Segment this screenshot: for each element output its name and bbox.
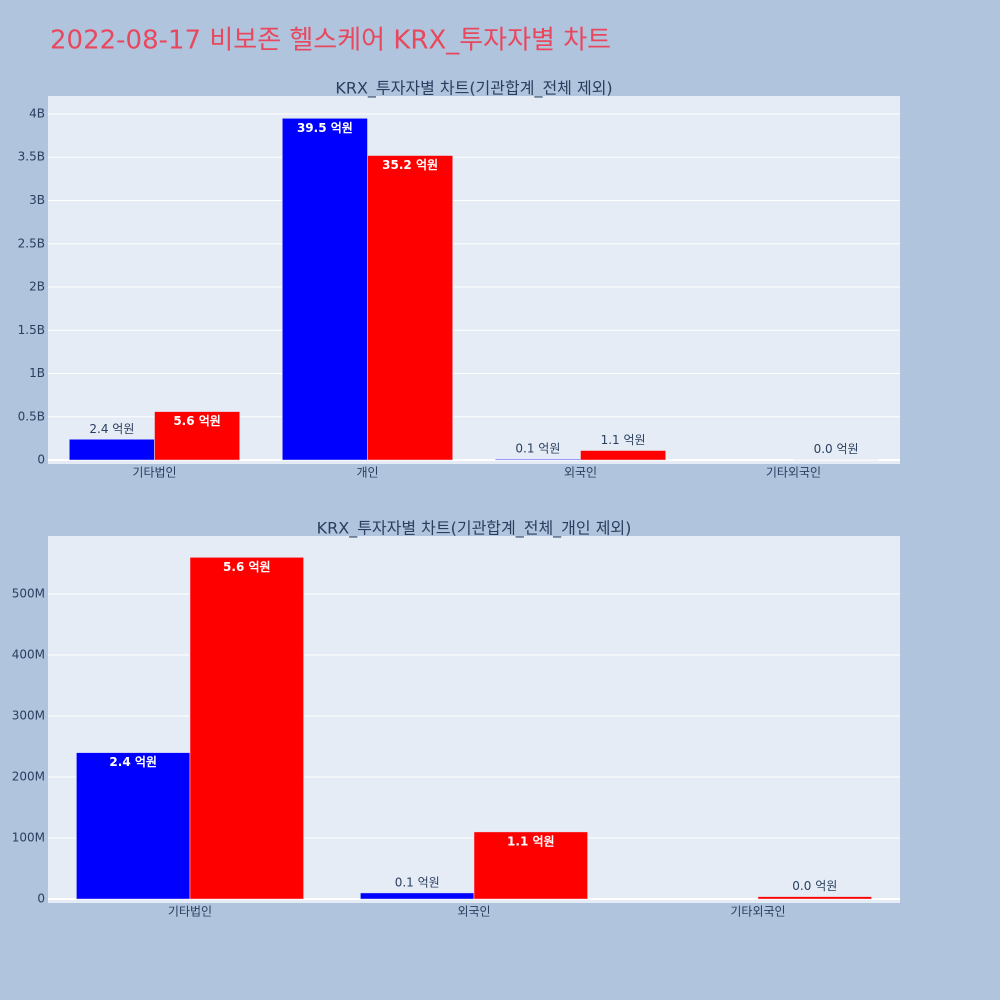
value-label: 1.1 억원 <box>601 433 646 447</box>
bar <box>76 752 191 900</box>
y-tick-label: 0.5B <box>18 409 45 423</box>
y-tick-label: 3.5B <box>18 150 45 164</box>
value-label: 2.4 억원 <box>109 755 157 769</box>
y-tick-label: 300M <box>12 708 45 722</box>
y-tick-label: 200M <box>12 770 45 784</box>
value-label: 0.0 억원 <box>814 442 859 456</box>
plot-area <box>48 96 900 464</box>
chart-title: KRX_투자자별 차트(기관합계_전체 제외) <box>335 79 612 99</box>
bar <box>495 458 581 461</box>
bar <box>282 118 368 461</box>
value-label: 0.0 억원 <box>792 879 837 893</box>
bar <box>580 450 666 461</box>
y-tick-label: 500M <box>12 586 45 600</box>
x-tick-label: 외국인 <box>564 466 597 480</box>
y-tick-label: 100M <box>12 831 45 845</box>
bar <box>69 439 155 461</box>
bar <box>757 896 872 900</box>
x-tick-label: 기타외국인 <box>766 466 821 480</box>
value-label: 2.4 억원 <box>89 422 134 436</box>
x-tick-label: 기타법인 <box>132 466 176 480</box>
bar <box>367 155 453 461</box>
x-tick-label: 기타외국인 <box>730 905 785 919</box>
x-tick-label: 기타법인 <box>168 905 212 919</box>
x-tick-label: 개인 <box>356 466 378 480</box>
x-tick-label: 외국인 <box>457 905 490 919</box>
bar <box>473 831 588 900</box>
value-label: 0.1 억원 <box>395 875 440 889</box>
chart-title: KRX_투자자별 차트(기관합계_전체_개인 제외) <box>317 519 632 539</box>
value-label: 35.2 억원 <box>382 158 438 172</box>
y-tick-label: 1.5B <box>18 323 45 337</box>
y-tick-label: 2.5B <box>18 236 45 250</box>
y-tick-label: 1B <box>29 366 45 380</box>
value-label: 39.5 억원 <box>297 121 353 135</box>
y-tick-label: 3B <box>29 193 45 207</box>
bar <box>154 411 240 461</box>
y-tick-label: 4B <box>29 106 45 120</box>
value-label: 5.6 억원 <box>223 560 271 574</box>
y-tick-label: 0 <box>37 453 45 467</box>
bar <box>189 557 304 900</box>
bar <box>360 892 475 900</box>
value-label: 1.1 억원 <box>507 834 555 848</box>
y-tick-label: 400M <box>12 647 45 661</box>
y-tick-label: 0 <box>37 892 45 906</box>
value-label: 5.6 억원 <box>173 414 221 428</box>
page-title: 2022-08-17 비보존 헬스케어 KRX_투자자별 차트 <box>50 26 611 56</box>
y-tick-label: 2B <box>29 280 45 294</box>
value-label: 0.1 억원 <box>515 442 560 456</box>
